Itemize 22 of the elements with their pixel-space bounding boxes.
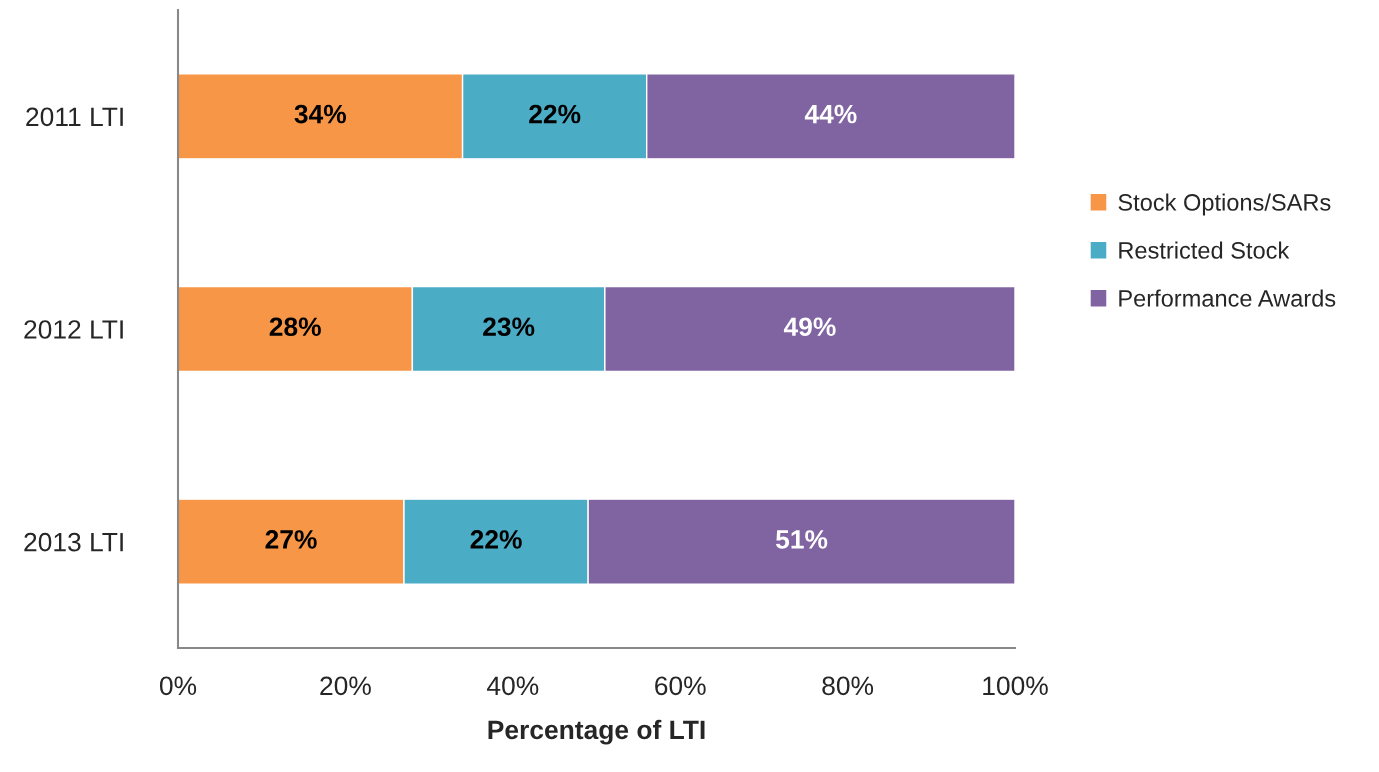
x-axis-title: Percentage of LTI (488, 719, 705, 745)
x-tick-label: 40% (487, 676, 539, 696)
data-label: 28% (269, 317, 321, 337)
x-tick-label: 0% (159, 676, 197, 696)
legend-label: Restricted Stock (1119, 241, 1290, 259)
y-tick-label: 2011 LTI (26, 107, 123, 127)
data-label: 27% (265, 530, 317, 549)
data-label: 23% (483, 317, 535, 337)
x-tick-label: 60% (655, 676, 706, 696)
x-tick-label: 100% (983, 676, 1048, 696)
x-tick-label: 20% (320, 676, 371, 696)
x-tick-label: 80% (822, 676, 874, 696)
y-tick-label: 2013 LTI (24, 532, 123, 552)
data-label: 49% (783, 317, 836, 337)
data-label: 34% (294, 104, 346, 124)
legend-label: Performance Awards (1119, 289, 1336, 307)
legend-label: Stock Options/SARs (1118, 193, 1331, 216)
data-label: 22% (470, 530, 522, 549)
data-label: 51% (775, 530, 828, 549)
data-label: 22% (529, 104, 581, 124)
y-tick-label: 2012 LTI (24, 320, 123, 339)
data-label: 44% (804, 104, 857, 124)
